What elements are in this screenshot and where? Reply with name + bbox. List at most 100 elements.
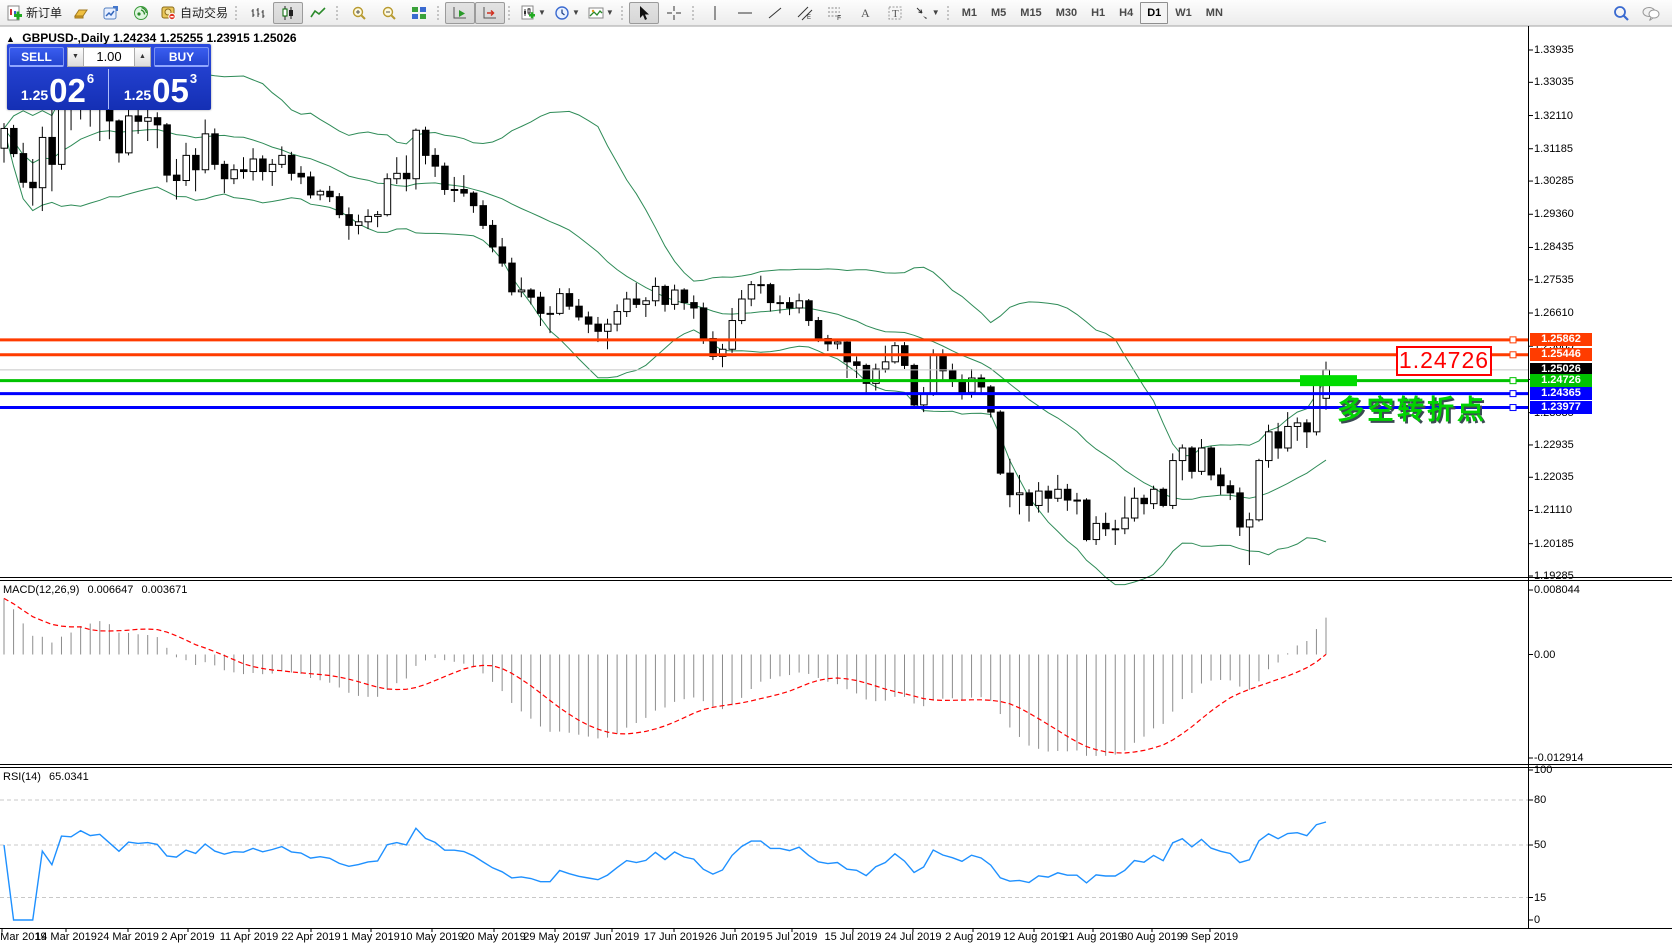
toolbar-grip[interactable]	[690, 4, 696, 21]
zoom-in-button[interactable]	[344, 2, 374, 24]
line-anchor[interactable]	[1509, 377, 1517, 385]
tile-windows-button[interactable]	[404, 2, 434, 24]
signals-button[interactable]	[126, 2, 156, 24]
date-axis-label: 29 May 2019	[523, 931, 587, 943]
line-anchor[interactable]	[1509, 351, 1517, 359]
bar-chart-icon	[251, 7, 265, 18]
buy-button[interactable]: BUY	[154, 47, 209, 67]
equidistant-channel-button[interactable]: E	[790, 2, 820, 24]
fibonacci-button[interactable]: F	[820, 2, 850, 24]
template-image-icon	[588, 7, 604, 18]
line-anchor[interactable]	[1509, 336, 1517, 344]
date-axis-label: 5 Jul 2019	[766, 931, 818, 943]
text-button[interactable]: A	[850, 2, 880, 24]
rsi-value: 65.0341	[48, 771, 89, 783]
trendline-button[interactable]	[760, 2, 790, 24]
horizontal-line-objects[interactable]	[0, 336, 1528, 412]
sell-price[interactable]: 1.25 02 6	[7, 69, 109, 109]
date-axis-label: 15 Jul 2019	[824, 931, 882, 943]
crosshair-button[interactable]	[659, 2, 689, 24]
tab-m1[interactable]: M1	[961, 6, 977, 19]
chart-shift-button[interactable]	[475, 1, 506, 24]
volume-decrease-button[interactable]: ▼	[67, 47, 84, 67]
toolbar-grip[interactable]	[507, 4, 513, 21]
signals-icon	[134, 5, 149, 20]
toolbar-grip[interactable]	[436, 4, 442, 21]
auto-scroll-button[interactable]	[445, 1, 476, 24]
vertical-line-icon	[714, 5, 716, 20]
price-line-tag: 1.25446	[1530, 348, 1592, 362]
toolbar-grip[interactable]	[335, 4, 341, 21]
chart-shift-icon	[483, 6, 497, 18]
buy-price-small: 1.25	[123, 87, 152, 103]
new-chart-dropdown[interactable]: ▼	[516, 2, 550, 24]
publish-chart-button[interactable]	[96, 2, 126, 24]
date-axis-label: 22 Apr 2019	[281, 931, 341, 943]
periods-dropdown[interactable]: ▼	[550, 2, 584, 24]
date-axis-label: 24 Jul 2019	[884, 931, 942, 943]
autotrading-label: 自动交易	[180, 6, 229, 20]
pivot-highlight-rect[interactable]	[1300, 375, 1357, 387]
line-anchor[interactable]	[1509, 404, 1517, 412]
volume-increase-button[interactable]: ▲	[134, 47, 151, 67]
sell-price-sup: 6	[86, 71, 95, 86]
buy-price[interactable]: 1.25 05 3	[110, 69, 211, 109]
price-axis-label: 1.32110	[1534, 109, 1573, 122]
tab-m30[interactable]: M30	[1055, 6, 1078, 19]
dropdown-arrow-icon: ▼	[931, 8, 940, 17]
text-icon: A	[861, 6, 870, 20]
main-toolbar: 新订单	[0, 0, 1672, 26]
macd-value-main: 0.006647	[87, 584, 134, 596]
vertical-line-button[interactable]	[700, 2, 730, 24]
price-axis-label: 1.30285	[1534, 175, 1574, 188]
search-button[interactable]	[1606, 2, 1636, 24]
tab-m5[interactable]: M5	[991, 6, 1007, 19]
tab-mn[interactable]: MN	[1205, 6, 1223, 19]
tab-d1[interactable]: D1	[1140, 1, 1169, 24]
sell-price-small: 1.25	[20, 87, 49, 103]
sell-button[interactable]: SELL	[9, 47, 64, 67]
date-axis-label: 24 Mar 2019	[97, 931, 159, 943]
clock-icon	[555, 5, 569, 20]
toolbar-grip[interactable]	[945, 4, 951, 21]
autotrading-button[interactable]: 自动交易	[156, 2, 232, 24]
price-callout-label[interactable]: 1.24726	[1396, 346, 1492, 376]
volume-input[interactable]: 1.00	[84, 47, 134, 67]
line-anchor[interactable]	[1509, 390, 1517, 398]
chat-button[interactable]	[1636, 2, 1666, 24]
arrows-dropdown[interactable]: ▼	[910, 2, 944, 24]
date-axis-label: 17 Jun 2019	[643, 931, 705, 943]
candlestick-mode-button[interactable]	[273, 1, 304, 24]
publish-chart-icon	[103, 5, 119, 19]
tab-h4[interactable]: H4	[1119, 6, 1134, 19]
collapse-arrow-icon[interactable]: ▲	[6, 34, 15, 44]
price-axis-label: 1.29360	[1534, 208, 1574, 221]
date-axis-label: 20 May 2019	[462, 931, 526, 943]
zoom-out-button[interactable]	[374, 2, 404, 24]
new-order-button[interactable]: 新订单	[2, 2, 66, 24]
toolbar-grip[interactable]	[234, 4, 240, 21]
text-label-icon: T	[888, 6, 902, 20]
metaeditor-icon	[74, 9, 88, 18]
bar-chart-mode-button[interactable]	[243, 2, 273, 24]
rsi-axis-label: 100	[1534, 764, 1553, 776]
dropdown-arrow-icon: ▼	[571, 8, 580, 17]
horizontal-line-button[interactable]	[730, 2, 760, 24]
pivot-annotation-text[interactable]: 多空转折点	[1337, 395, 1487, 425]
rsi-axis-label: 50	[1534, 839, 1547, 851]
text-label-button[interactable]: T	[880, 2, 910, 24]
templates-dropdown[interactable]: ▼	[584, 2, 618, 24]
tile-windows-icon	[412, 6, 427, 19]
toolbar-grip[interactable]	[619, 4, 625, 21]
tab-w1[interactable]: W1	[1175, 6, 1192, 19]
rsi-line	[3, 821, 1327, 921]
metaeditor-button[interactable]	[66, 2, 96, 24]
price-axis-label: 1.28435	[1534, 241, 1574, 254]
price-axis-label: 1.20185	[1534, 537, 1574, 550]
tab-h1[interactable]: H1	[1091, 6, 1106, 19]
tab-m15[interactable]: M15	[1020, 6, 1042, 19]
horizontal-line-icon	[737, 12, 752, 13]
line-chart-mode-button[interactable]	[303, 2, 333, 24]
cursor-button[interactable]	[628, 1, 659, 24]
